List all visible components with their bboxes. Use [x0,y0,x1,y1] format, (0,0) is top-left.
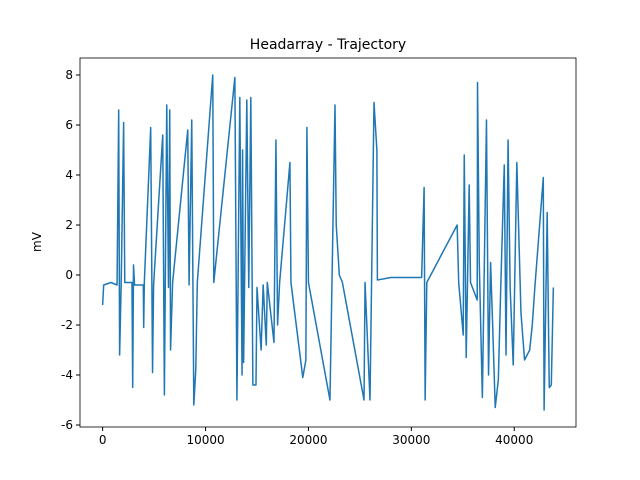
x-tick-label: 0 [99,433,107,447]
y-tick-label: 4 [65,168,73,182]
y-tick-label: 8 [65,68,73,82]
y-tick-label: -4 [61,368,73,382]
y-tick-label: 6 [65,118,73,132]
y-axis-label: mV [30,231,44,252]
y-tick-label: -6 [61,418,73,432]
x-tick-label: 40000 [495,433,533,447]
y-tick-label: 2 [65,218,73,232]
y-tick-label: 0 [65,268,73,282]
y-tick-label: -2 [61,318,73,332]
data-line [101,74,555,411]
x-tick-label: 10000 [186,433,224,447]
chart-title: Headarray - Trajectory [250,37,406,53]
x-tick-label: 20000 [289,433,327,447]
plot-frame [79,57,577,428]
x-tick-label: 30000 [392,433,430,447]
